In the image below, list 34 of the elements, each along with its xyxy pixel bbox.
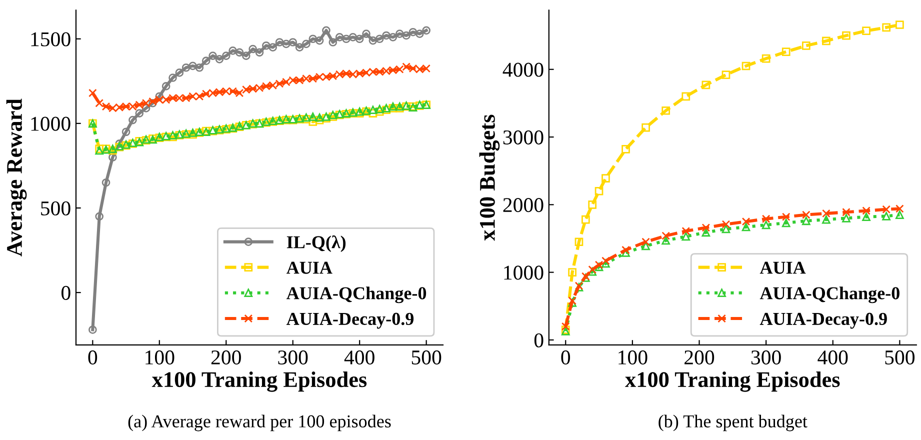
legend-label: AUIA (760, 262, 806, 274)
x-axis-title: x100 Traning Episodes (152, 371, 367, 392)
legend-label: AUIA-Decay-0.9 (286, 312, 414, 329)
x-tick-label: 100 (618, 350, 648, 364)
text: (b) The spent budget (658, 414, 808, 432)
y-axis-title: Average Reward (6, 98, 27, 256)
y-tick-label: 2000 (503, 198, 544, 212)
x-tick-label: 200 (211, 350, 241, 364)
legend-label: AUIA-QChange-0 (286, 286, 426, 304)
y-tick-label: 1000 (31, 116, 70, 131)
y-tick-label: 0 (534, 333, 544, 348)
x-tick-label: 200 (684, 350, 714, 364)
x-tick-label: 100 (146, 350, 174, 364)
legend-label: AUIA-QChange-0 (760, 286, 900, 304)
x-tick-label: 400 (818, 350, 848, 364)
x-tick-label: 400 (344, 350, 374, 364)
y-tick-label: 1000 (504, 266, 544, 280)
y-tick-label: 4000 (502, 62, 544, 77)
y-tick-label: 1500 (31, 32, 70, 46)
x-tick-label: 0 (561, 350, 570, 364)
x-axis-title: x100 Traning Episodes (625, 371, 840, 392)
y-axis-title: x100 Budgets (479, 114, 500, 241)
x-tick-label: 500 (412, 350, 442, 364)
y-tick-label: 0 (62, 286, 70, 300)
legend-label: IL-Q(λ) (286, 235, 346, 252)
x-tick-label: 300 (751, 350, 781, 364)
y-tick-label: 3000 (503, 130, 544, 144)
legend-label: AUIA-Decay-0.9 (760, 312, 887, 329)
x-tick-label: 300 (278, 350, 308, 364)
text: (a) Average reward per 100 episodes (128, 414, 391, 432)
x-tick-label: 0 (88, 350, 98, 364)
legend-label: AUIA (286, 262, 332, 274)
x-tick-label: 500 (885, 350, 915, 364)
y-tick-label: 500 (41, 201, 70, 216)
